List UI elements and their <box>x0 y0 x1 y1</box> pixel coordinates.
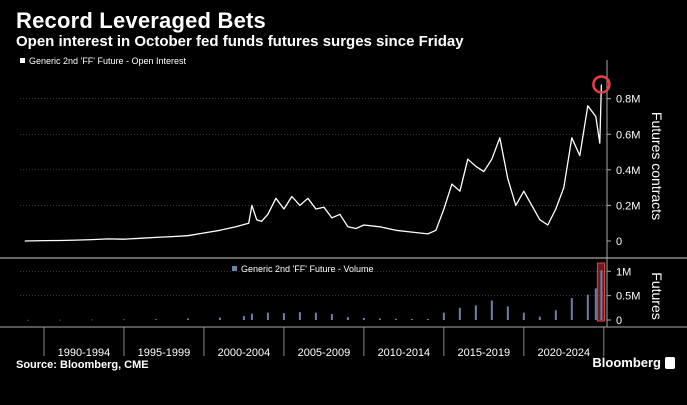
y-axis-title: Futures contracts <box>649 112 665 220</box>
volume-bar <box>330 314 333 320</box>
volume-bar <box>458 307 461 320</box>
volume-bar <box>554 310 557 320</box>
y-axis-title: Futures <box>649 272 665 319</box>
volume-bar <box>250 313 253 320</box>
volume-bar <box>490 300 493 320</box>
y-tick-label: 0 <box>616 315 622 327</box>
volume-bar <box>474 305 477 320</box>
x-tick-label: 2020-2024 <box>538 347 591 359</box>
y-tick-label: 0.8M <box>616 94 640 106</box>
y-tick-label: 0.4M <box>616 165 640 177</box>
volume-bar <box>378 318 381 320</box>
x-tick-label: 1995-1999 <box>138 347 191 359</box>
y-tick-label: 0.2M <box>616 200 640 212</box>
record-highlight-circle <box>592 75 611 94</box>
chart-title: Record Leveraged Bets <box>16 8 266 33</box>
volume-bar <box>218 317 221 320</box>
source-note: Source: Bloomberg, CME <box>16 359 149 371</box>
volume-bar <box>26 319 29 321</box>
volume-bar <box>346 317 349 320</box>
chart-subtitle: Open interest in October fed funds futur… <box>16 33 464 50</box>
volume-bar <box>242 316 245 320</box>
volume-bar <box>426 319 429 320</box>
volume-bar <box>314 312 317 320</box>
x-tick-label: 2000-2004 <box>218 347 271 359</box>
bloomberg-chat-icon <box>665 357 675 369</box>
volume-bar <box>506 306 509 320</box>
legend-swatch <box>232 266 237 271</box>
volume-bar <box>362 318 365 320</box>
legend-label: Generic 2nd 'FF' Future - Volume <box>241 264 374 274</box>
bloomberg-logo: Bloomberg <box>592 355 661 370</box>
x-tick-label: 2005-2009 <box>298 347 351 359</box>
y-tick-label: 0.6M <box>616 129 640 141</box>
volume-bar <box>586 294 589 320</box>
volume-bar <box>90 319 93 321</box>
volume-bar <box>410 319 413 320</box>
volume-bar <box>266 312 269 320</box>
legend-label: Generic 2nd 'FF' Future - Open Interest <box>29 56 187 66</box>
volume-bar <box>282 313 285 320</box>
volume-bar <box>122 319 125 321</box>
volume-bar <box>58 319 61 321</box>
volume-bar <box>570 298 573 320</box>
volume-bar <box>442 312 445 320</box>
volume-bar <box>594 288 597 320</box>
volume-bar <box>522 312 525 320</box>
volume-bar <box>538 316 541 320</box>
volume-bar <box>394 318 397 320</box>
volume-bar <box>186 318 189 320</box>
y-tick-label: 1M <box>616 266 631 278</box>
y-tick-label: 0 <box>616 236 622 248</box>
x-tick-label: 2010-2014 <box>378 347 431 359</box>
x-tick-label: 2015-2019 <box>458 347 511 359</box>
volume-bar <box>600 270 603 320</box>
x-tick-label: 1990-1994 <box>58 347 111 359</box>
open-interest-line <box>24 84 603 242</box>
volume-bar <box>298 312 301 320</box>
legend-swatch <box>20 58 25 63</box>
volume-bar <box>154 319 157 320</box>
y-tick-label: 0.5M <box>616 291 640 303</box>
